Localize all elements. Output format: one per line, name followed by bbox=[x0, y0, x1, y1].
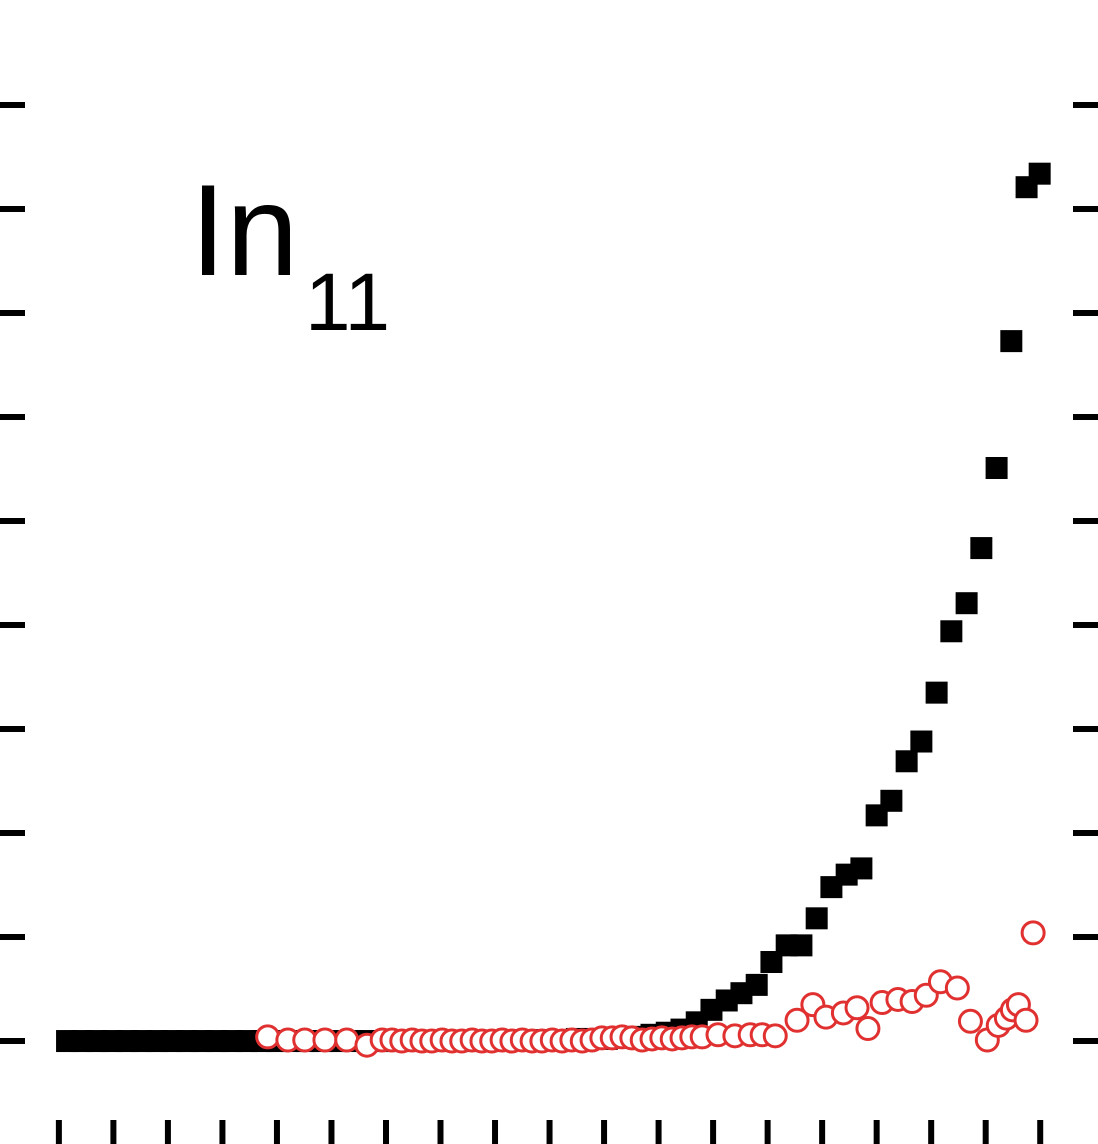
square-marker bbox=[895, 750, 918, 773]
circle-marker bbox=[844, 995, 870, 1021]
square-marker bbox=[970, 537, 993, 560]
circle-marker bbox=[255, 1024, 281, 1050]
square-marker bbox=[1000, 330, 1023, 353]
square-marker bbox=[925, 681, 948, 704]
circle-marker bbox=[334, 1027, 360, 1053]
annotation: In bbox=[190, 157, 298, 303]
square-marker bbox=[790, 934, 813, 957]
square-marker bbox=[850, 857, 873, 880]
square-marker bbox=[940, 620, 963, 643]
square-marker bbox=[985, 457, 1008, 479]
square-marker bbox=[955, 592, 978, 615]
annotation-subscript: 11 bbox=[305, 257, 390, 348]
square-marker bbox=[1028, 162, 1051, 185]
square-marker bbox=[910, 730, 933, 753]
square-marker bbox=[805, 907, 828, 930]
circle-marker bbox=[944, 975, 970, 1001]
circle-marker bbox=[762, 1023, 788, 1049]
circle-marker bbox=[957, 1008, 983, 1034]
circle-marker bbox=[1013, 1007, 1039, 1033]
circle-marker bbox=[784, 1007, 810, 1033]
circle-marker bbox=[1020, 920, 1046, 946]
square-marker bbox=[745, 973, 768, 996]
square-marker bbox=[760, 951, 783, 973]
circle-marker bbox=[312, 1027, 338, 1053]
circle-marker bbox=[855, 1016, 881, 1042]
square-marker bbox=[880, 789, 903, 812]
